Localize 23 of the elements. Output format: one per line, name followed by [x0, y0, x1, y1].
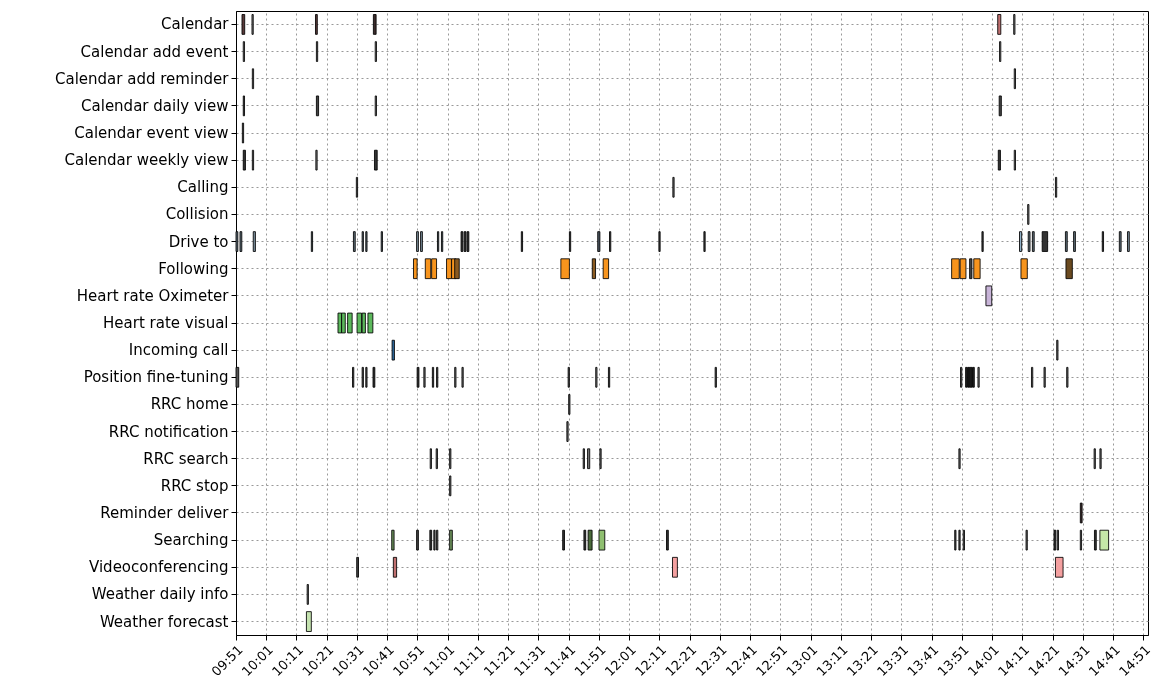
y-tick-label: Calling: [177, 178, 229, 197]
y-tick-label: Calendar add event: [80, 42, 229, 61]
y-tick-label: Following: [158, 259, 229, 278]
y-tick-label: Calendar event view: [74, 124, 229, 142]
y-tick-label: Videoconferencing: [89, 558, 229, 577]
y-tick-label: Calendar weekly view: [64, 151, 229, 170]
y-tick-label: Position fine-tuning: [83, 368, 229, 387]
y-tick-label: Heart rate visual: [103, 314, 229, 332]
y-tick-label: Incoming call: [128, 341, 229, 360]
y-tick-label: Weather forecast: [99, 612, 229, 631]
y-tick-label: Calendar add reminder: [55, 69, 230, 88]
y-tick-label: RRC notification: [108, 422, 229, 441]
y-tick-label: Calendar: [161, 15, 230, 34]
y-tick-label: Reminder deliver: [100, 504, 230, 522]
y-tick-label: Drive to: [168, 232, 229, 251]
y-tick-label: RRC stop: [160, 476, 229, 495]
y-tick-label: Calendar daily view: [81, 96, 229, 115]
y-tick-label: Weather daily info: [91, 585, 229, 604]
y-tick-label: RRC home: [150, 395, 229, 414]
y-tick-label: Heart rate Oximeter: [76, 286, 230, 305]
y-tick-label: RRC search: [143, 449, 229, 468]
y-tick-label: Searching: [153, 531, 229, 550]
y-tick-label: Collision: [165, 205, 229, 224]
